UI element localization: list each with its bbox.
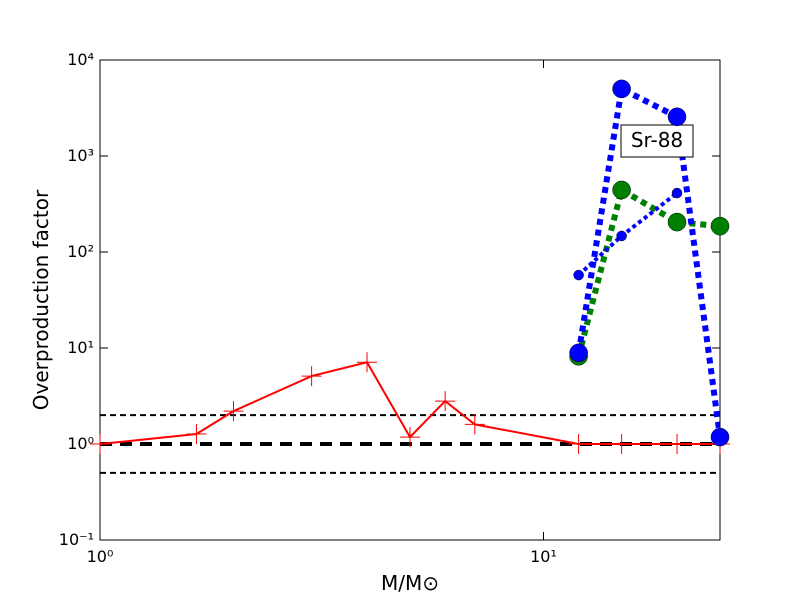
marker bbox=[710, 216, 730, 236]
marker bbox=[400, 427, 420, 448]
x-tick-label: 10⁰ bbox=[87, 547, 114, 566]
marker bbox=[710, 427, 730, 447]
y-tick-label: 10² bbox=[67, 242, 94, 261]
marker bbox=[612, 79, 631, 99]
marker bbox=[568, 434, 589, 454]
x-axis-label: M/M⊙ bbox=[381, 571, 439, 595]
annotation: Sr-88 bbox=[631, 128, 683, 152]
y-tick-label: 10⁻¹ bbox=[59, 530, 94, 549]
marker bbox=[569, 343, 588, 363]
marker bbox=[90, 434, 110, 454]
marker bbox=[616, 230, 627, 242]
y-tick-label: 10¹ bbox=[67, 338, 94, 357]
axes-frame bbox=[99, 59, 721, 541]
marker bbox=[573, 269, 584, 281]
marker bbox=[611, 434, 632, 454]
marker bbox=[357, 352, 378, 373]
y-tick-label: 10³ bbox=[67, 146, 94, 165]
marker bbox=[186, 424, 207, 445]
marker bbox=[671, 187, 683, 199]
y-tick-label: 10⁰ bbox=[67, 434, 94, 453]
marker bbox=[667, 434, 688, 454]
series-line bbox=[575, 84, 720, 438]
marker bbox=[301, 366, 322, 387]
y-tick-label: 10⁴ bbox=[67, 50, 94, 69]
marker bbox=[464, 414, 485, 435]
marker bbox=[612, 180, 631, 200]
marker bbox=[223, 401, 244, 422]
y-axis-label: Overproduction factor bbox=[29, 189, 53, 410]
marker bbox=[667, 107, 687, 127]
annotation-box bbox=[620, 124, 694, 158]
x-tick-label: 10¹ bbox=[530, 547, 557, 566]
marker bbox=[435, 391, 456, 412]
marker bbox=[667, 212, 687, 232]
